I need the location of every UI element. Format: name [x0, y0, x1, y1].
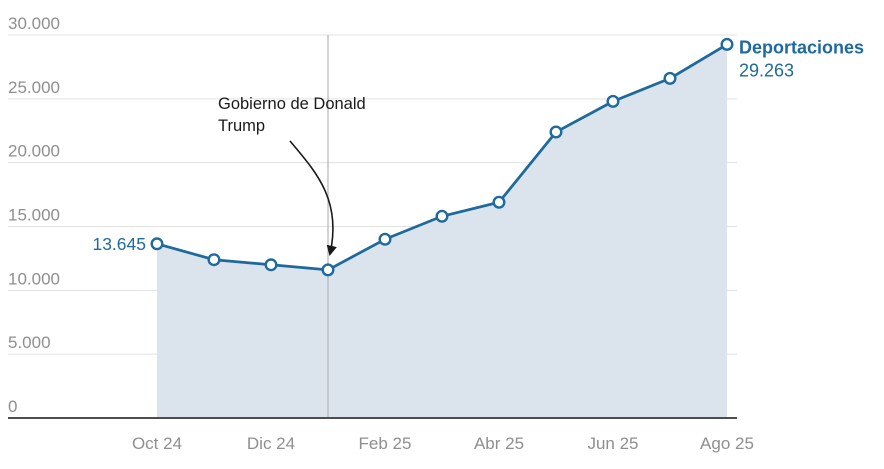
- y-axis-label: 5.000: [8, 333, 51, 352]
- x-axis-label: Jun 25: [587, 434, 638, 453]
- series-end-label: Deportaciones: [739, 37, 864, 57]
- data-point-marker: [492, 195, 506, 209]
- data-point-marker: [663, 71, 677, 85]
- x-axis-label: Oct 24: [132, 434, 182, 453]
- first-point-label: 13.645: [92, 234, 146, 254]
- x-axis-label: Ago 25: [700, 434, 754, 453]
- data-point-marker: [606, 94, 620, 108]
- y-axis-label: 0: [8, 397, 17, 416]
- area-fill: [157, 44, 727, 419]
- data-point-marker: [435, 209, 449, 223]
- y-axis-label: 30.000: [8, 14, 60, 33]
- data-point-marker: [150, 237, 164, 251]
- data-point-marker: [720, 37, 734, 51]
- x-axis-label: Feb 25: [359, 434, 412, 453]
- data-point-marker: [549, 125, 563, 139]
- y-axis-label: 25.000: [8, 78, 60, 97]
- y-axis-label: 10.000: [8, 269, 60, 288]
- data-point-marker: [321, 263, 335, 277]
- data-point-marker: [264, 258, 278, 272]
- data-point-marker: [378, 232, 392, 246]
- series-end-value-label: 29.263: [739, 60, 794, 80]
- annotation-arrow: [289, 140, 337, 257]
- annotation-text: Gobierno de Donald: [218, 95, 366, 113]
- x-axis-label: Dic 24: [247, 434, 295, 453]
- x-axis-label: Abr 25: [474, 434, 524, 453]
- y-axis-label: 15.000: [8, 206, 60, 225]
- data-point-marker: [207, 253, 221, 267]
- annotation-text: Trump: [218, 117, 265, 135]
- y-axis-label: 20.000: [8, 142, 60, 161]
